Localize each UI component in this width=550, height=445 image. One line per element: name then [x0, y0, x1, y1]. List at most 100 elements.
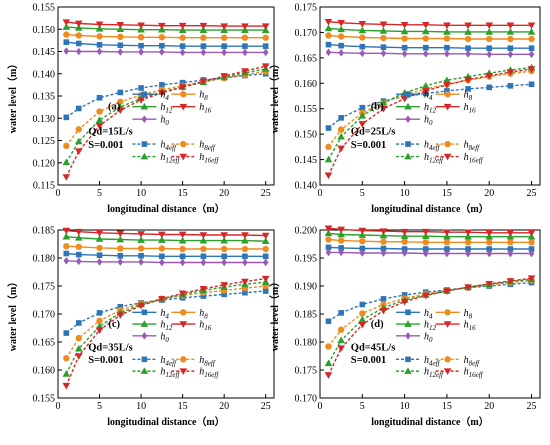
data-point-h0: [117, 258, 124, 266]
data-point-h4eff: [159, 82, 165, 88]
data-point-h12: [74, 234, 83, 241]
legend-marker-h16eff: [443, 368, 452, 375]
data-point-h0: [422, 49, 429, 58]
data-point-h16eff: [337, 345, 345, 352]
data-point-h0: [63, 257, 70, 265]
data-point-h4eff: [117, 89, 124, 96]
data-point-h4eff: [138, 85, 144, 91]
data-point-h12: [74, 24, 83, 31]
series-line-h8: [328, 238, 532, 244]
data-point-h4: [159, 42, 165, 49]
legend-marker-h4eff: [405, 356, 411, 363]
series-h0: [63, 47, 269, 57]
y-tick-label: 0.120: [33, 158, 56, 169]
legend-label-h8eff: h8eff: [199, 140, 216, 153]
data-point-h16: [464, 229, 472, 237]
data-point-h0: [63, 47, 70, 55]
data-point-h16eff: [116, 312, 125, 319]
y-tick-label: 0.180: [295, 338, 318, 349]
legend-label-h12: h12: [424, 102, 437, 115]
legend-label-h4: h4: [424, 308, 433, 321]
series-line-h0: [328, 251, 532, 255]
data-point-h8: [63, 243, 70, 250]
data-point-h0: [262, 258, 269, 267]
data-point-h4: [138, 42, 144, 49]
discharge-annotation: Qd=45L/s: [351, 343, 396, 354]
data-point-h8: [158, 34, 166, 41]
data-point-h12eff: [379, 98, 388, 106]
data-point-h8: [359, 238, 366, 245]
data-point-h4eff: [96, 310, 103, 316]
data-point-h16: [527, 22, 536, 30]
data-point-h8: [179, 245, 186, 253]
data-point-h16: [220, 232, 228, 239]
y-tick-label: 0.170: [33, 310, 56, 321]
data-point-h0: [401, 249, 408, 257]
slope-annotation: S=0.001: [88, 140, 123, 151]
data-point-h16eff: [137, 97, 145, 104]
data-point-h12: [116, 235, 125, 243]
data-point-h12: [400, 27, 409, 35]
data-point-h16eff: [421, 292, 430, 300]
data-point-h8: [117, 33, 124, 41]
data-point-h4: [262, 43, 269, 49]
y-tick-label: 0.150: [33, 25, 56, 36]
legend-marker-h0: [405, 332, 411, 340]
legend-marker-h4eff: [141, 141, 148, 147]
data-point-h8: [422, 239, 429, 246]
panel-label: (b): [371, 102, 384, 113]
y-tick-label: 0.200: [295, 226, 318, 237]
legend-label-h12eff: h12eff: [424, 367, 444, 380]
legend-marker-h4eff: [405, 141, 411, 147]
data-point-h4: [96, 42, 103, 48]
series-line-h16eff: [65, 278, 266, 386]
data-point-h16: [199, 232, 208, 239]
data-point-h8: [528, 35, 535, 43]
data-point-h8eff: [337, 126, 345, 133]
series-line-h4: [66, 41, 266, 47]
x-axis-title: longitudinal distance（m）: [107, 202, 225, 215]
x-tick-label: 20: [219, 188, 229, 199]
data-point-h8: [528, 239, 535, 246]
y-axis-title: water level（m）: [6, 59, 19, 134]
data-point-h12eff: [74, 344, 83, 352]
legend-marker-h4: [141, 91, 148, 98]
data-point-h16eff: [261, 63, 270, 70]
data-point-h0: [422, 249, 429, 258]
y-tick-label: 0.185: [33, 226, 56, 237]
data-point-h16: [421, 22, 430, 29]
data-point-h12: [261, 237, 270, 244]
data-point-h8: [422, 35, 429, 42]
data-point-h8: [486, 35, 493, 43]
data-point-h16: [506, 22, 515, 30]
data-point-h16eff: [74, 148, 83, 155]
y-tick-label: 0.185: [295, 310, 318, 321]
data-point-h16: [337, 19, 345, 27]
series-h16eff: [62, 275, 270, 390]
data-point-h8eff: [325, 143, 332, 151]
data-point-h12: [241, 236, 249, 244]
data-point-h0: [159, 48, 165, 56]
data-point-h8: [380, 34, 387, 42]
data-point-h4: [422, 44, 429, 51]
data-point-h8: [200, 245, 207, 253]
data-point-h4eff: [96, 94, 103, 101]
legend-label-h12: h12: [160, 102, 173, 115]
x-tick-label: 0: [318, 188, 323, 199]
data-point-h0: [179, 258, 186, 267]
data-point-h4: [262, 253, 269, 260]
legend-label-h8eff: h8eff: [199, 355, 216, 368]
legend-marker-h8: [444, 91, 451, 98]
data-point-h4: [338, 42, 344, 49]
data-point-h12eff: [358, 112, 367, 119]
data-point-h12: [464, 232, 472, 240]
data-point-h8: [158, 245, 166, 252]
series-h8: [63, 31, 269, 41]
data-point-h16: [261, 23, 270, 30]
series-line-h8: [328, 34, 532, 40]
data-point-h8: [262, 34, 269, 41]
legend-marker-h12: [404, 320, 412, 327]
y-tick-label: 0.175: [295, 3, 318, 14]
data-point-h16eff: [62, 174, 71, 181]
